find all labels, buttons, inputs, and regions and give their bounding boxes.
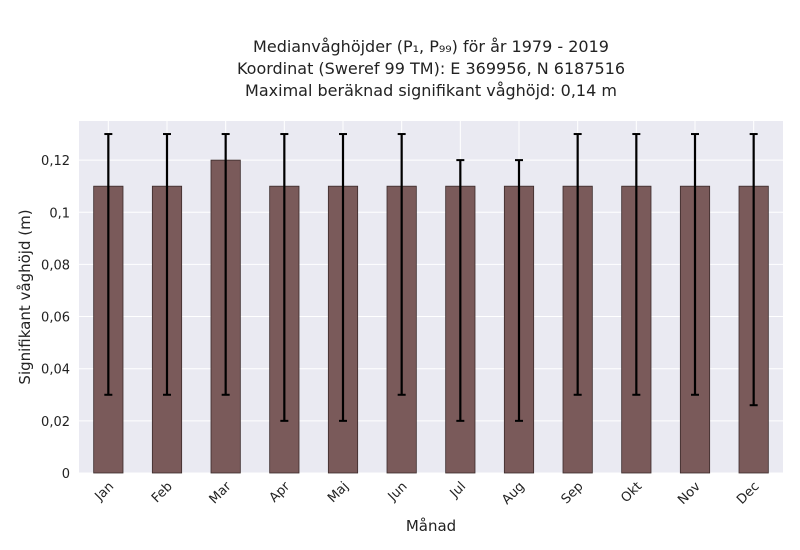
errorbar-apr xyxy=(280,133,289,422)
x-tick-label-apr: Apr xyxy=(267,479,294,506)
y-axis-label: Signifikant våghöjd (m) xyxy=(16,209,34,384)
x-tick-label-nov: Nov xyxy=(675,479,704,508)
x-tick-label-mar: Mar xyxy=(207,479,235,507)
errorbar-nov xyxy=(691,133,699,396)
x-tick-label-sep: Sep xyxy=(559,479,587,507)
y-tick-label: 0,08 xyxy=(41,258,70,273)
errorbar-jan xyxy=(104,133,113,396)
errorbar-jun xyxy=(397,133,406,396)
y-tick-label: 0,02 xyxy=(41,415,70,430)
x-axis-label: Månad xyxy=(406,517,456,535)
plot-area xyxy=(79,121,783,473)
errorbar-sep xyxy=(573,133,582,396)
x-tick-label-jan: Jan xyxy=(92,479,117,504)
errorbar-mar xyxy=(221,133,230,396)
title-line-1: Medianvåghöjder (P₁, P₉₉) för år 1979 - … xyxy=(253,37,609,56)
y-tick-label: 0 xyxy=(62,467,70,482)
title-line-3: Maximal beräknad signifikant våghöjd: 0,… xyxy=(245,81,617,100)
error-bars xyxy=(104,133,758,422)
y-tick-label: 0,12 xyxy=(41,154,70,169)
x-axis-ticks: Jan Feb Mar Apr Maj Jun Jul Aug Sep Okt Nov Dec xyxy=(92,479,763,508)
y-axis-ticks: 0 0,02 0,04 0,06 0,08 0,1 0,12 xyxy=(41,154,70,482)
errorbar-jul xyxy=(456,159,465,422)
title-line-2: Koordinat (Sweref 99 TM): E 369956, N 61… xyxy=(237,59,625,78)
x-tick-label-jul: Jul xyxy=(447,479,469,501)
x-tick-label-feb: Feb xyxy=(149,479,176,506)
x-tick-label-okt: Okt xyxy=(618,479,645,506)
errorbar-maj xyxy=(339,133,347,422)
y-tick-label: 0,06 xyxy=(41,311,70,326)
errorbar-okt xyxy=(632,133,641,396)
y-tick-label: 0,04 xyxy=(41,363,70,378)
errorbar-feb xyxy=(163,133,171,396)
x-tick-label-jun: Jun xyxy=(385,479,411,505)
errorbar-aug xyxy=(515,159,523,422)
chart-title: Medianvåghöjder (P₁, P₉₉) för år 1979 - … xyxy=(237,37,625,100)
x-tick-label-dec: Dec xyxy=(734,479,762,507)
errorbar-dec xyxy=(749,133,758,407)
y-tick-label: 0,1 xyxy=(49,206,70,221)
x-tick-label-maj: Maj xyxy=(325,479,352,506)
x-tick-label-aug: Aug xyxy=(499,479,528,508)
